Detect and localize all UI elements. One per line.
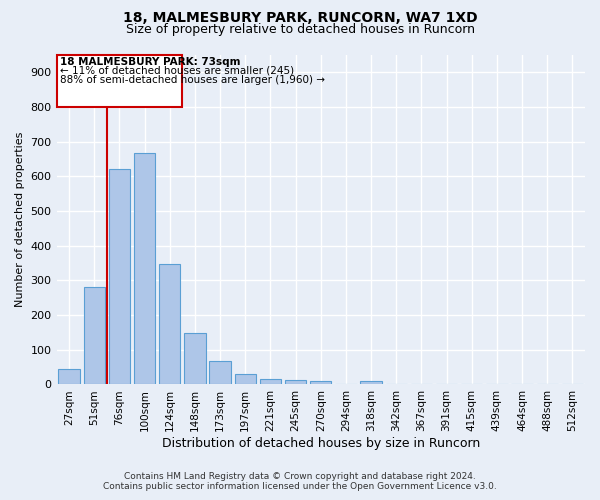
Text: Size of property relative to detached houses in Runcorn: Size of property relative to detached ho… [125, 22, 475, 36]
Text: 18 MALMESBURY PARK: 73sqm: 18 MALMESBURY PARK: 73sqm [61, 57, 241, 67]
Bar [285, 380, 307, 384]
Text: ← 11% of detached houses are smaller (245): ← 11% of detached houses are smaller (24… [61, 66, 295, 76]
Bar [361, 381, 382, 384]
X-axis label: Distribution of detached houses by size in Runcorn: Distribution of detached houses by size … [161, 437, 480, 450]
FancyBboxPatch shape [56, 55, 182, 107]
Bar [134, 153, 155, 384]
Text: 88% of semi-detached houses are larger (1,960) →: 88% of semi-detached houses are larger (… [61, 75, 325, 85]
Text: Contains HM Land Registry data © Crown copyright and database right 2024.
Contai: Contains HM Land Registry data © Crown c… [103, 472, 497, 491]
Bar [184, 333, 206, 384]
Y-axis label: Number of detached properties: Number of detached properties [15, 132, 25, 308]
Bar [209, 361, 231, 384]
Bar [83, 288, 105, 384]
Bar [58, 369, 80, 384]
Bar [260, 380, 281, 384]
Bar [159, 264, 181, 384]
Bar [235, 374, 256, 384]
Text: 18, MALMESBURY PARK, RUNCORN, WA7 1XD: 18, MALMESBURY PARK, RUNCORN, WA7 1XD [122, 11, 478, 25]
Bar [310, 380, 331, 384]
Bar [109, 168, 130, 384]
